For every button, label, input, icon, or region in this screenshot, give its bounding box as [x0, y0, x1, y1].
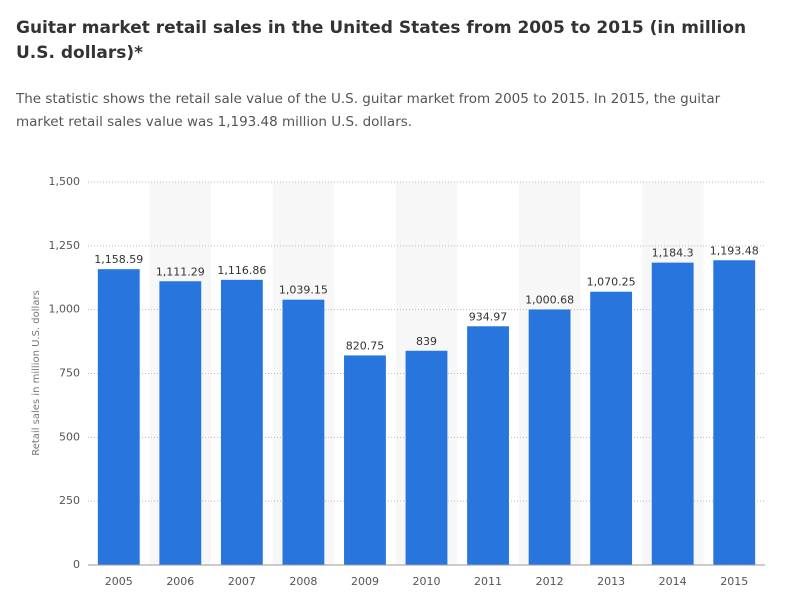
- bar: [97, 269, 140, 565]
- y-tick-label: 750: [59, 367, 80, 380]
- chart-subtitle: The statistic shows the retail sale valu…: [16, 91, 721, 130]
- y-axis-label: Retail sales in million U.S. dollars: [31, 290, 42, 456]
- value-label: 934.97: [469, 310, 508, 323]
- value-label: 1,000.68: [525, 293, 574, 306]
- x-tick-label: 2012: [536, 575, 564, 588]
- bar: [282, 299, 325, 565]
- value-label: 1,116.86: [217, 264, 266, 277]
- chart-title: Guitar market retail sales in the United…: [16, 18, 747, 63]
- value-label: 839: [416, 335, 437, 348]
- bar: [405, 350, 448, 565]
- y-tick-label: 0: [73, 558, 80, 571]
- x-tick-label: 2007: [228, 575, 256, 588]
- value-label: 1,039.15: [279, 284, 328, 297]
- y-tick-label: 1,500: [49, 175, 81, 188]
- x-tick-label: 2010: [413, 575, 441, 588]
- value-label: 1,070.25: [587, 276, 636, 289]
- bar: [467, 326, 509, 565]
- x-tick-label: 2005: [105, 575, 133, 588]
- x-tick-label: 2014: [659, 575, 687, 588]
- value-label: 1,193.48: [710, 244, 759, 257]
- value-label: 1,111.29: [156, 265, 205, 278]
- x-tick-label: 2013: [597, 575, 625, 588]
- x-tick-label: 2015: [720, 575, 748, 588]
- y-tick-label: 1,250: [49, 239, 81, 252]
- bar: [344, 355, 386, 565]
- x-tick-label: 2006: [166, 575, 194, 588]
- bar: [651, 262, 694, 565]
- y-tick-label: 1,000: [49, 303, 81, 316]
- bar: [528, 309, 571, 565]
- value-label: 1,158.59: [94, 253, 143, 266]
- x-tick-label: 2011: [474, 575, 502, 588]
- value-label: 820.75: [346, 339, 385, 352]
- x-tick-label: 2009: [351, 575, 379, 588]
- bar: [220, 279, 263, 565]
- bar: [159, 281, 202, 565]
- y-tick-label: 250: [59, 494, 80, 507]
- value-label: 1,184.3: [652, 247, 694, 260]
- bar: [590, 291, 633, 565]
- bar: [713, 260, 756, 565]
- y-tick-label: 500: [59, 430, 80, 443]
- x-tick-label: 2008: [289, 575, 317, 588]
